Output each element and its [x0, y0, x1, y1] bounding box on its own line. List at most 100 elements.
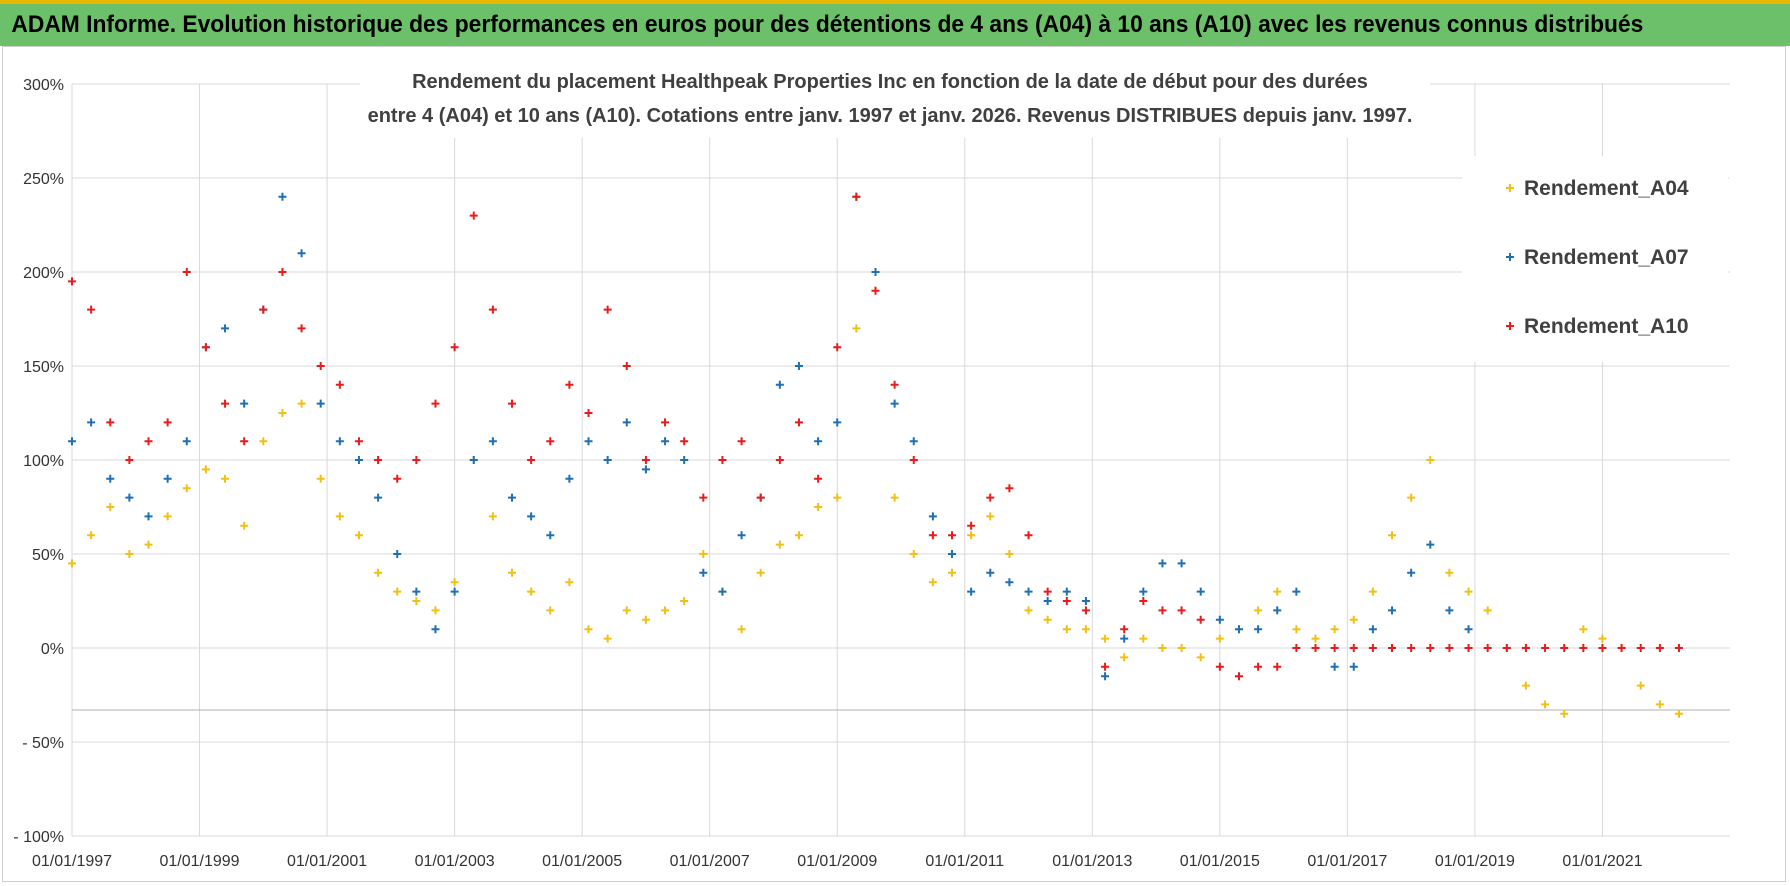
point-Rendement_A04: [775, 540, 784, 549]
point-Rendement_A04: [335, 512, 344, 521]
point-Rendement_A07: [871, 268, 880, 276]
point-Rendement_A04: [737, 625, 746, 634]
point-Rendement_A04: [1273, 587, 1282, 596]
y-axis-ticks: 300% 250% 200% 150% 100% 50% 0% - 50% - 100%: [13, 77, 64, 846]
point-Rendement_A04: [584, 625, 593, 634]
point-Rendement_A07: [1081, 597, 1090, 605]
point-Rendement_A10: [1005, 484, 1014, 493]
point-Rendement_A04: [641, 615, 650, 624]
point-Rendement_A04: [1177, 644, 1186, 652]
point-Rendement_A04: [1521, 681, 1530, 690]
point-Rendement_A07: [1120, 634, 1129, 643]
point-Rendement_A10: [1273, 662, 1282, 671]
point-Rendement_A04: [1579, 625, 1588, 634]
point-Rendement_A07: [1043, 597, 1052, 605]
legend-label: Rendement_A10: [1524, 315, 1689, 338]
point-Rendement_A04: [412, 597, 421, 605]
point-Rendement_A07: [393, 550, 402, 558]
point-Rendement_A07: [1158, 559, 1167, 568]
point-Rendement_A04: [1388, 531, 1397, 540]
point-Rendement_A10: [144, 437, 153, 446]
point-Rendement_A07: [1101, 672, 1110, 681]
point-Rendement_A10: [1120, 625, 1129, 634]
point-Rendement_A10: [1541, 644, 1550, 652]
point-Rendement_A07: [1368, 625, 1377, 634]
point-Rendement_A10: [1196, 615, 1205, 624]
point-Rendement_A04: [565, 578, 574, 587]
point-Rendement_A10: [1101, 662, 1110, 671]
point-Rendement_A07: [718, 587, 727, 596]
point-Rendement_A10: [565, 380, 574, 389]
x-tick-label: 01/01/2013: [1052, 853, 1132, 870]
y-tick-label: 50%: [32, 547, 64, 564]
point-Rendement_A04: [967, 531, 976, 540]
point-Rendement_A07: [814, 437, 823, 446]
point-Rendement_A07: [1349, 662, 1358, 671]
point-Rendement_A10: [1292, 644, 1301, 652]
point-Rendement_A10: [1330, 644, 1339, 652]
point-Rendement_A04: [1636, 681, 1645, 690]
title-background: [360, 60, 1430, 138]
point-Rendement_A04: [1349, 615, 1358, 624]
point-Rendement_A10: [833, 343, 842, 352]
point-Rendement_A04: [488, 512, 497, 521]
point-Rendement_A10: [584, 409, 593, 417]
point-Rendement_A10: [814, 474, 823, 483]
point-Rendement_A07: [221, 324, 230, 333]
point-Rendement_A10: [871, 286, 880, 295]
legend-marker: [1506, 322, 1514, 330]
y-tick-label: 100%: [23, 453, 64, 470]
point-Rendement_A10: [718, 456, 727, 464]
point-Rendement_A07: [909, 437, 918, 446]
legend-marker: [1506, 184, 1514, 192]
point-Rendement_A10: [316, 362, 325, 370]
point-Rendement_A07: [661, 437, 670, 446]
y-tick-label: 200%: [23, 265, 64, 282]
point-Rendement_A10: [1674, 644, 1683, 652]
point-Rendement_A07: [584, 437, 593, 446]
point-Rendement_A04: [1560, 709, 1569, 718]
point-Rendement_A07: [546, 531, 555, 540]
point-Rendement_A10: [354, 437, 363, 446]
x-tick-label: 01/01/1997: [32, 853, 112, 870]
point-Rendement_A04: [316, 474, 325, 483]
point-Rendement_A10: [680, 437, 689, 446]
x-tick-label: 01/01/2021: [1562, 853, 1642, 870]
point-Rendement_A04: [1598, 634, 1607, 643]
point-Rendement_A10: [699, 493, 708, 502]
x-tick-label: 01/01/2015: [1180, 853, 1260, 870]
point-Rendement_A04: [221, 474, 230, 483]
point-Rendement_A10: [641, 456, 650, 464]
series-Rendement_A07: [68, 192, 1473, 681]
point-Rendement_A04: [1368, 587, 1377, 596]
point-Rendement_A10: [1483, 644, 1492, 652]
point-Rendement_A10: [1598, 644, 1607, 652]
point-Rendement_A07: [508, 493, 517, 502]
point-Rendement_A10: [622, 362, 631, 370]
point-Rendement_A10: [278, 268, 287, 276]
y-tick-label: - 100%: [13, 829, 64, 846]
point-Rendement_A07: [1005, 578, 1014, 587]
point-Rendement_A04: [794, 531, 803, 540]
point-Rendement_A10: [1062, 597, 1071, 605]
point-Rendement_A04: [1005, 550, 1014, 558]
point-Rendement_A04: [1062, 625, 1071, 634]
point-Rendement_A10: [240, 437, 249, 446]
point-Rendement_A10: [1043, 587, 1052, 596]
point-Rendement_A07: [1234, 625, 1243, 634]
point-Rendement_A10: [106, 418, 115, 427]
point-Rendement_A07: [1254, 625, 1263, 634]
point-Rendement_A04: [201, 465, 210, 474]
point-Rendement_A07: [1330, 662, 1339, 671]
y-tick-label: 250%: [23, 171, 64, 188]
point-Rendement_A10: [221, 399, 230, 408]
x-tick-label: 01/01/2019: [1435, 853, 1515, 870]
series-Rendement_A10: [68, 192, 1683, 681]
point-Rendement_A07: [948, 550, 957, 558]
point-Rendement_A10: [1024, 531, 1033, 540]
legend-marker: [1506, 253, 1514, 261]
point-Rendement_A10: [508, 399, 517, 408]
point-Rendement_A04: [144, 540, 153, 549]
point-Rendement_A04: [1024, 606, 1033, 615]
point-Rendement_A10: [909, 456, 918, 464]
